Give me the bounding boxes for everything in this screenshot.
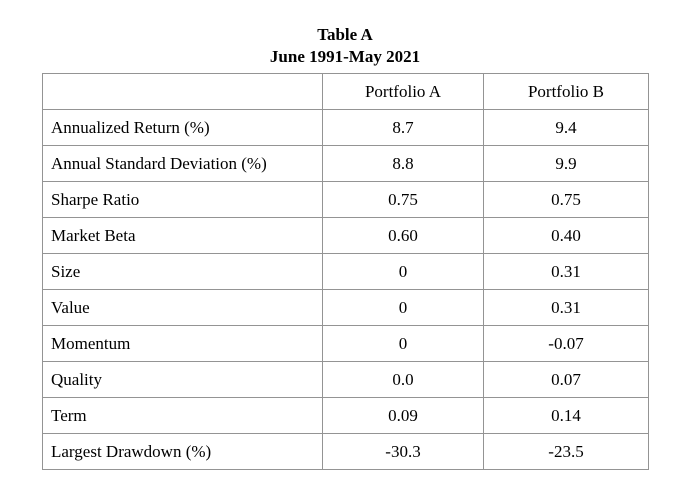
- portfolio-b-value: -0.07: [483, 325, 649, 362]
- portfolio-b-value: 9.9: [483, 145, 649, 182]
- row-label: Size: [42, 253, 323, 290]
- portfolio-a-value: 0.0: [322, 361, 484, 398]
- portfolio-a-value: 0.09: [322, 397, 484, 434]
- portfolio-b-value: -23.5: [483, 433, 649, 470]
- portfolio-a-value: 8.8: [322, 145, 484, 182]
- portfolio-a-value: 0.60: [322, 217, 484, 254]
- row-label: Annual Standard Deviation (%): [42, 145, 323, 182]
- table-row: Value 0 0.31: [42, 289, 649, 326]
- portfolio-b-value: 0.75: [483, 181, 649, 218]
- table-row: Term 0.09 0.14: [42, 397, 649, 434]
- header-row: Portfolio A Portfolio B: [42, 73, 649, 110]
- table-row: Momentum 0 -0.07: [42, 325, 649, 362]
- portfolio-b-value: 9.4: [483, 109, 649, 146]
- row-label: Sharpe Ratio: [42, 181, 323, 218]
- portfolio-b-value: 0.07: [483, 361, 649, 398]
- table-title: Table A: [317, 25, 373, 44]
- portfolio-a-value: 0: [322, 253, 484, 290]
- table-row: Size 0 0.31: [42, 253, 649, 290]
- table-row: Annualized Return (%) 8.7 9.4: [42, 109, 649, 146]
- row-label: Largest Drawdown (%): [42, 433, 323, 470]
- table-row: Largest Drawdown (%) -30.3 -23.5: [42, 433, 649, 470]
- portfolio-b-value: 0.31: [483, 253, 649, 290]
- portfolio-a-value: -30.3: [322, 433, 484, 470]
- portfolio-b-value: 0.40: [483, 217, 649, 254]
- row-label: Annualized Return (%): [42, 109, 323, 146]
- row-label: Value: [42, 289, 323, 326]
- portfolio-a-value: 0: [322, 289, 484, 326]
- table-row: Annual Standard Deviation (%) 8.8 9.9: [42, 145, 649, 182]
- header-empty-cell: [42, 73, 323, 110]
- table-row: Market Beta 0.60 0.40: [42, 217, 649, 254]
- portfolio-a-value: 0.75: [322, 181, 484, 218]
- table-title-block: Table A June 1991-May 2021: [0, 24, 690, 68]
- portfolio-a-value: 0: [322, 325, 484, 362]
- row-label: Momentum: [42, 325, 323, 362]
- table-row: Quality 0.0 0.07: [42, 361, 649, 398]
- row-label: Market Beta: [42, 217, 323, 254]
- header-portfolio-a: Portfolio A: [322, 73, 484, 110]
- header-portfolio-b: Portfolio B: [483, 73, 649, 110]
- portfolio-b-value: 0.14: [483, 397, 649, 434]
- row-label: Quality: [42, 361, 323, 398]
- row-label: Term: [42, 397, 323, 434]
- portfolio-a-value: 8.7: [322, 109, 484, 146]
- table-row: Sharpe Ratio 0.75 0.75: [42, 181, 649, 218]
- portfolio-b-value: 0.31: [483, 289, 649, 326]
- table-subtitle: June 1991-May 2021: [269, 47, 421, 66]
- portfolio-comparison-table: Portfolio A Portfolio B Annualized Retur…: [42, 73, 649, 470]
